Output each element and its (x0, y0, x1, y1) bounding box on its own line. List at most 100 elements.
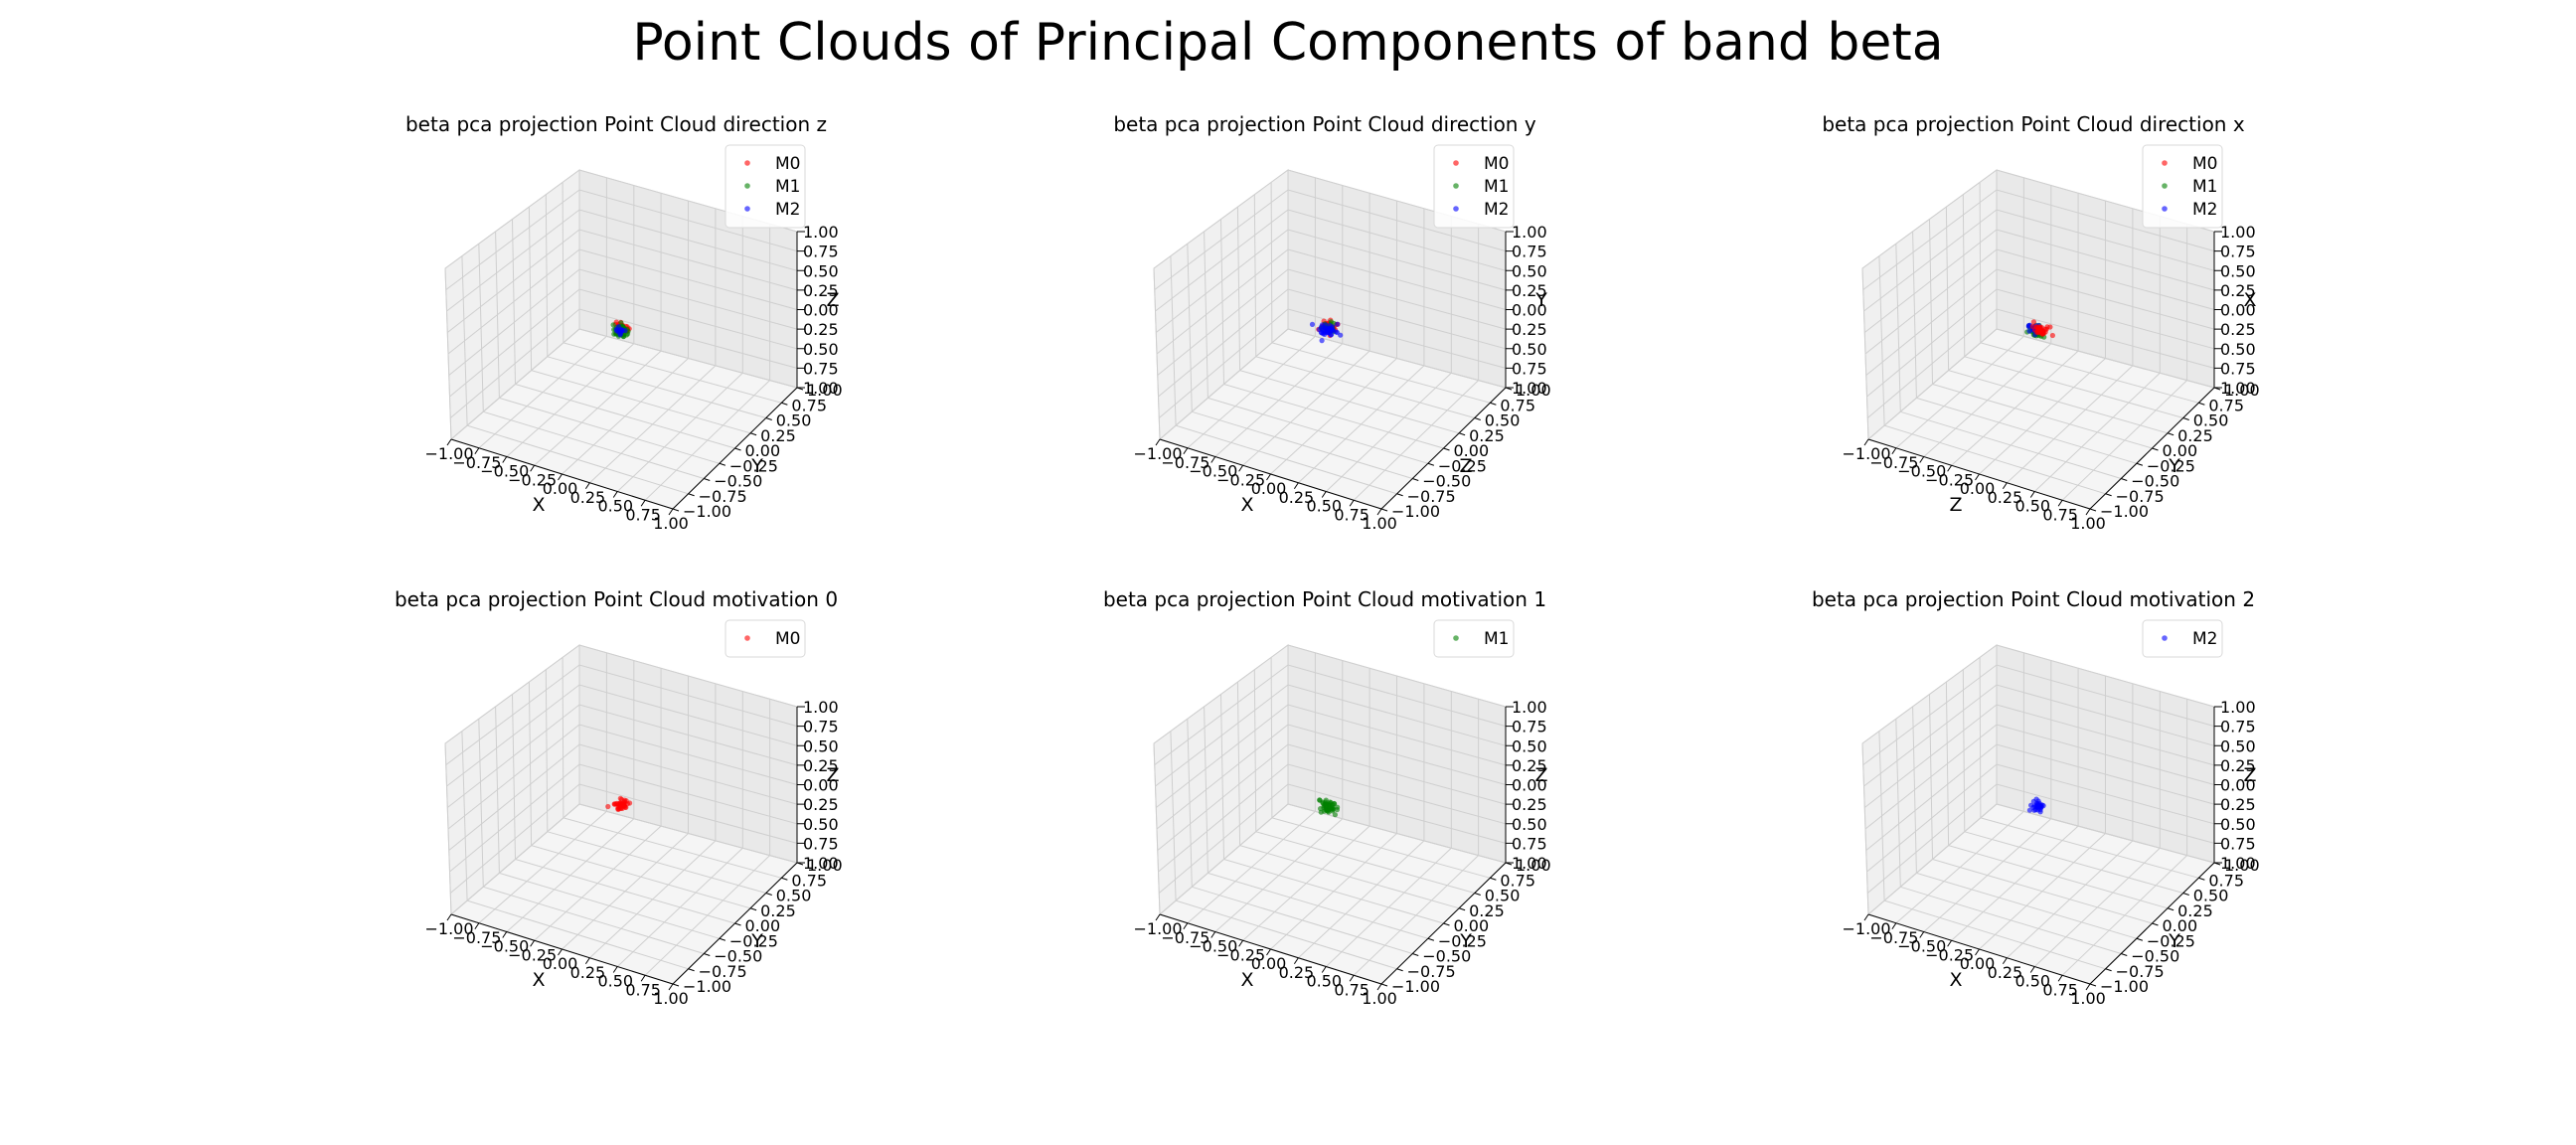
y-tick-label: 0.00 (745, 441, 781, 460)
x-tick-label: 0.75 (2042, 980, 2078, 999)
legend-marker-M0 (744, 160, 750, 166)
subplot-title: beta pca projection Point Cloud motivati… (1103, 587, 1546, 611)
y-tick (2121, 478, 2128, 481)
grid-line (1220, 219, 1444, 449)
z-tick-label: 0.00 (2220, 301, 2256, 320)
x-tick (1293, 482, 1299, 490)
subplot-title: beta pca projection Point Cloud directio… (1822, 112, 2245, 136)
subplot-title: beta pca projection Point Cloud motivati… (1812, 587, 2255, 611)
grid-line (1236, 682, 1460, 909)
y-tick-label: −0.75 (699, 487, 747, 506)
series-M1 (1317, 797, 1341, 818)
x-tick (474, 922, 480, 930)
y-tick-label: −1.00 (1391, 977, 1440, 996)
z-tick-label: 0.00 (803, 776, 839, 795)
point-M0 (2035, 329, 2041, 335)
y-tick-label: −0.25 (1438, 931, 1487, 950)
z-tick-label: 1.00 (2220, 698, 2256, 717)
y-tick-label: 0.50 (2193, 411, 2229, 430)
grid-line (1979, 657, 2199, 879)
x-tick-label: 1.00 (2070, 514, 2106, 533)
y-tick (2105, 968, 2112, 972)
z-tick-label: 0.00 (1512, 301, 1547, 320)
grid-line (1253, 669, 1475, 894)
y-tick-label: −1.00 (683, 502, 731, 521)
grid-line (1929, 694, 2153, 924)
x-tick (1975, 948, 1980, 956)
z-tick-label: 1.00 (2220, 854, 2256, 873)
x-tick (1155, 913, 1161, 921)
x-tick (2057, 499, 2063, 507)
y-tick-label: 0.00 (2163, 441, 2198, 460)
legend-label-M2: M2 (2192, 629, 2217, 649)
point-M2 (1329, 332, 1335, 338)
y-tick (2182, 417, 2189, 420)
y-tick (781, 877, 788, 881)
grid-line (1287, 170, 1507, 389)
z-axis-label: X (2243, 289, 2256, 311)
x-tick-label: −1.00 (424, 444, 473, 463)
y-tick (704, 953, 711, 956)
x-tick (640, 499, 646, 507)
grid-line (1153, 644, 1507, 744)
grid-line (545, 194, 766, 418)
x-tick (584, 957, 590, 965)
legend-marker-M1 (1453, 183, 1459, 189)
y-tick (2152, 447, 2159, 451)
x-tick (502, 456, 508, 463)
legend-label-M1: M1 (775, 177, 800, 197)
grid-line (562, 657, 782, 879)
grid-line (512, 219, 735, 449)
y-tick-label: 0.00 (1454, 441, 1490, 460)
legend-marker-M1 (1453, 635, 1459, 641)
x-tick-label: 0.25 (570, 488, 606, 507)
z-tick-label: 0.75 (803, 718, 839, 736)
z-axis-label: Z (1534, 764, 1547, 786)
y-tick (1474, 893, 1481, 896)
y-tick-label: −0.25 (1438, 456, 1487, 475)
y-tick (2198, 402, 2205, 406)
z-tick-label: 0.25 (2220, 281, 2256, 300)
y-tick (765, 417, 772, 420)
x-tick (2002, 957, 2008, 965)
x-tick-label: 1.00 (1362, 989, 1397, 1008)
z-tick-label: 1.00 (803, 223, 839, 242)
z-tick-label: 0.75 (2220, 718, 2256, 736)
y-tick-label: 0.25 (1469, 426, 1505, 445)
x-tick (446, 913, 452, 921)
y-tick-label: 0.00 (2163, 916, 2198, 935)
y-tick-label: 1.00 (1516, 381, 1551, 400)
legend-label-M0: M0 (775, 629, 800, 649)
legend: M1 (1433, 619, 1515, 658)
grid-line (1878, 731, 2106, 970)
x-axis-label: Z (1949, 494, 1962, 516)
grid-line (512, 694, 735, 924)
y-tick (1458, 432, 1466, 436)
grid-line (1170, 731, 1397, 970)
y-tick-label: −0.75 (1407, 962, 1456, 981)
y-tick (672, 508, 680, 512)
z-tick-label: 0.75 (803, 834, 839, 853)
y-tick (2152, 922, 2159, 926)
x-tick-label: −1.00 (1842, 919, 1890, 938)
point-M0 (2035, 325, 2042, 331)
point-M2 (1326, 328, 1332, 334)
y-tick-label: −0.75 (1407, 487, 1456, 506)
x-tick (1266, 473, 1271, 481)
z-tick-label: 1.00 (803, 379, 839, 398)
x-tick (1293, 957, 1299, 965)
legend-label-M0: M0 (775, 154, 800, 174)
point-M2 (1335, 321, 1341, 327)
z-tick-label: 1.00 (1512, 698, 1547, 717)
y-tick-label: 0.75 (2208, 871, 2244, 890)
x-tick (668, 508, 674, 516)
x-tick-label: 0.25 (570, 963, 606, 982)
y-tick-label: 0.50 (1485, 411, 1521, 430)
x-tick (1919, 931, 1925, 938)
x-tick-label: 0.75 (1334, 505, 1369, 524)
legend-marker-M1 (744, 183, 750, 189)
x-tick-label: −1.00 (1133, 919, 1182, 938)
y-tick (688, 493, 695, 497)
grid-line (578, 645, 798, 864)
point-M2 (1334, 329, 1340, 336)
